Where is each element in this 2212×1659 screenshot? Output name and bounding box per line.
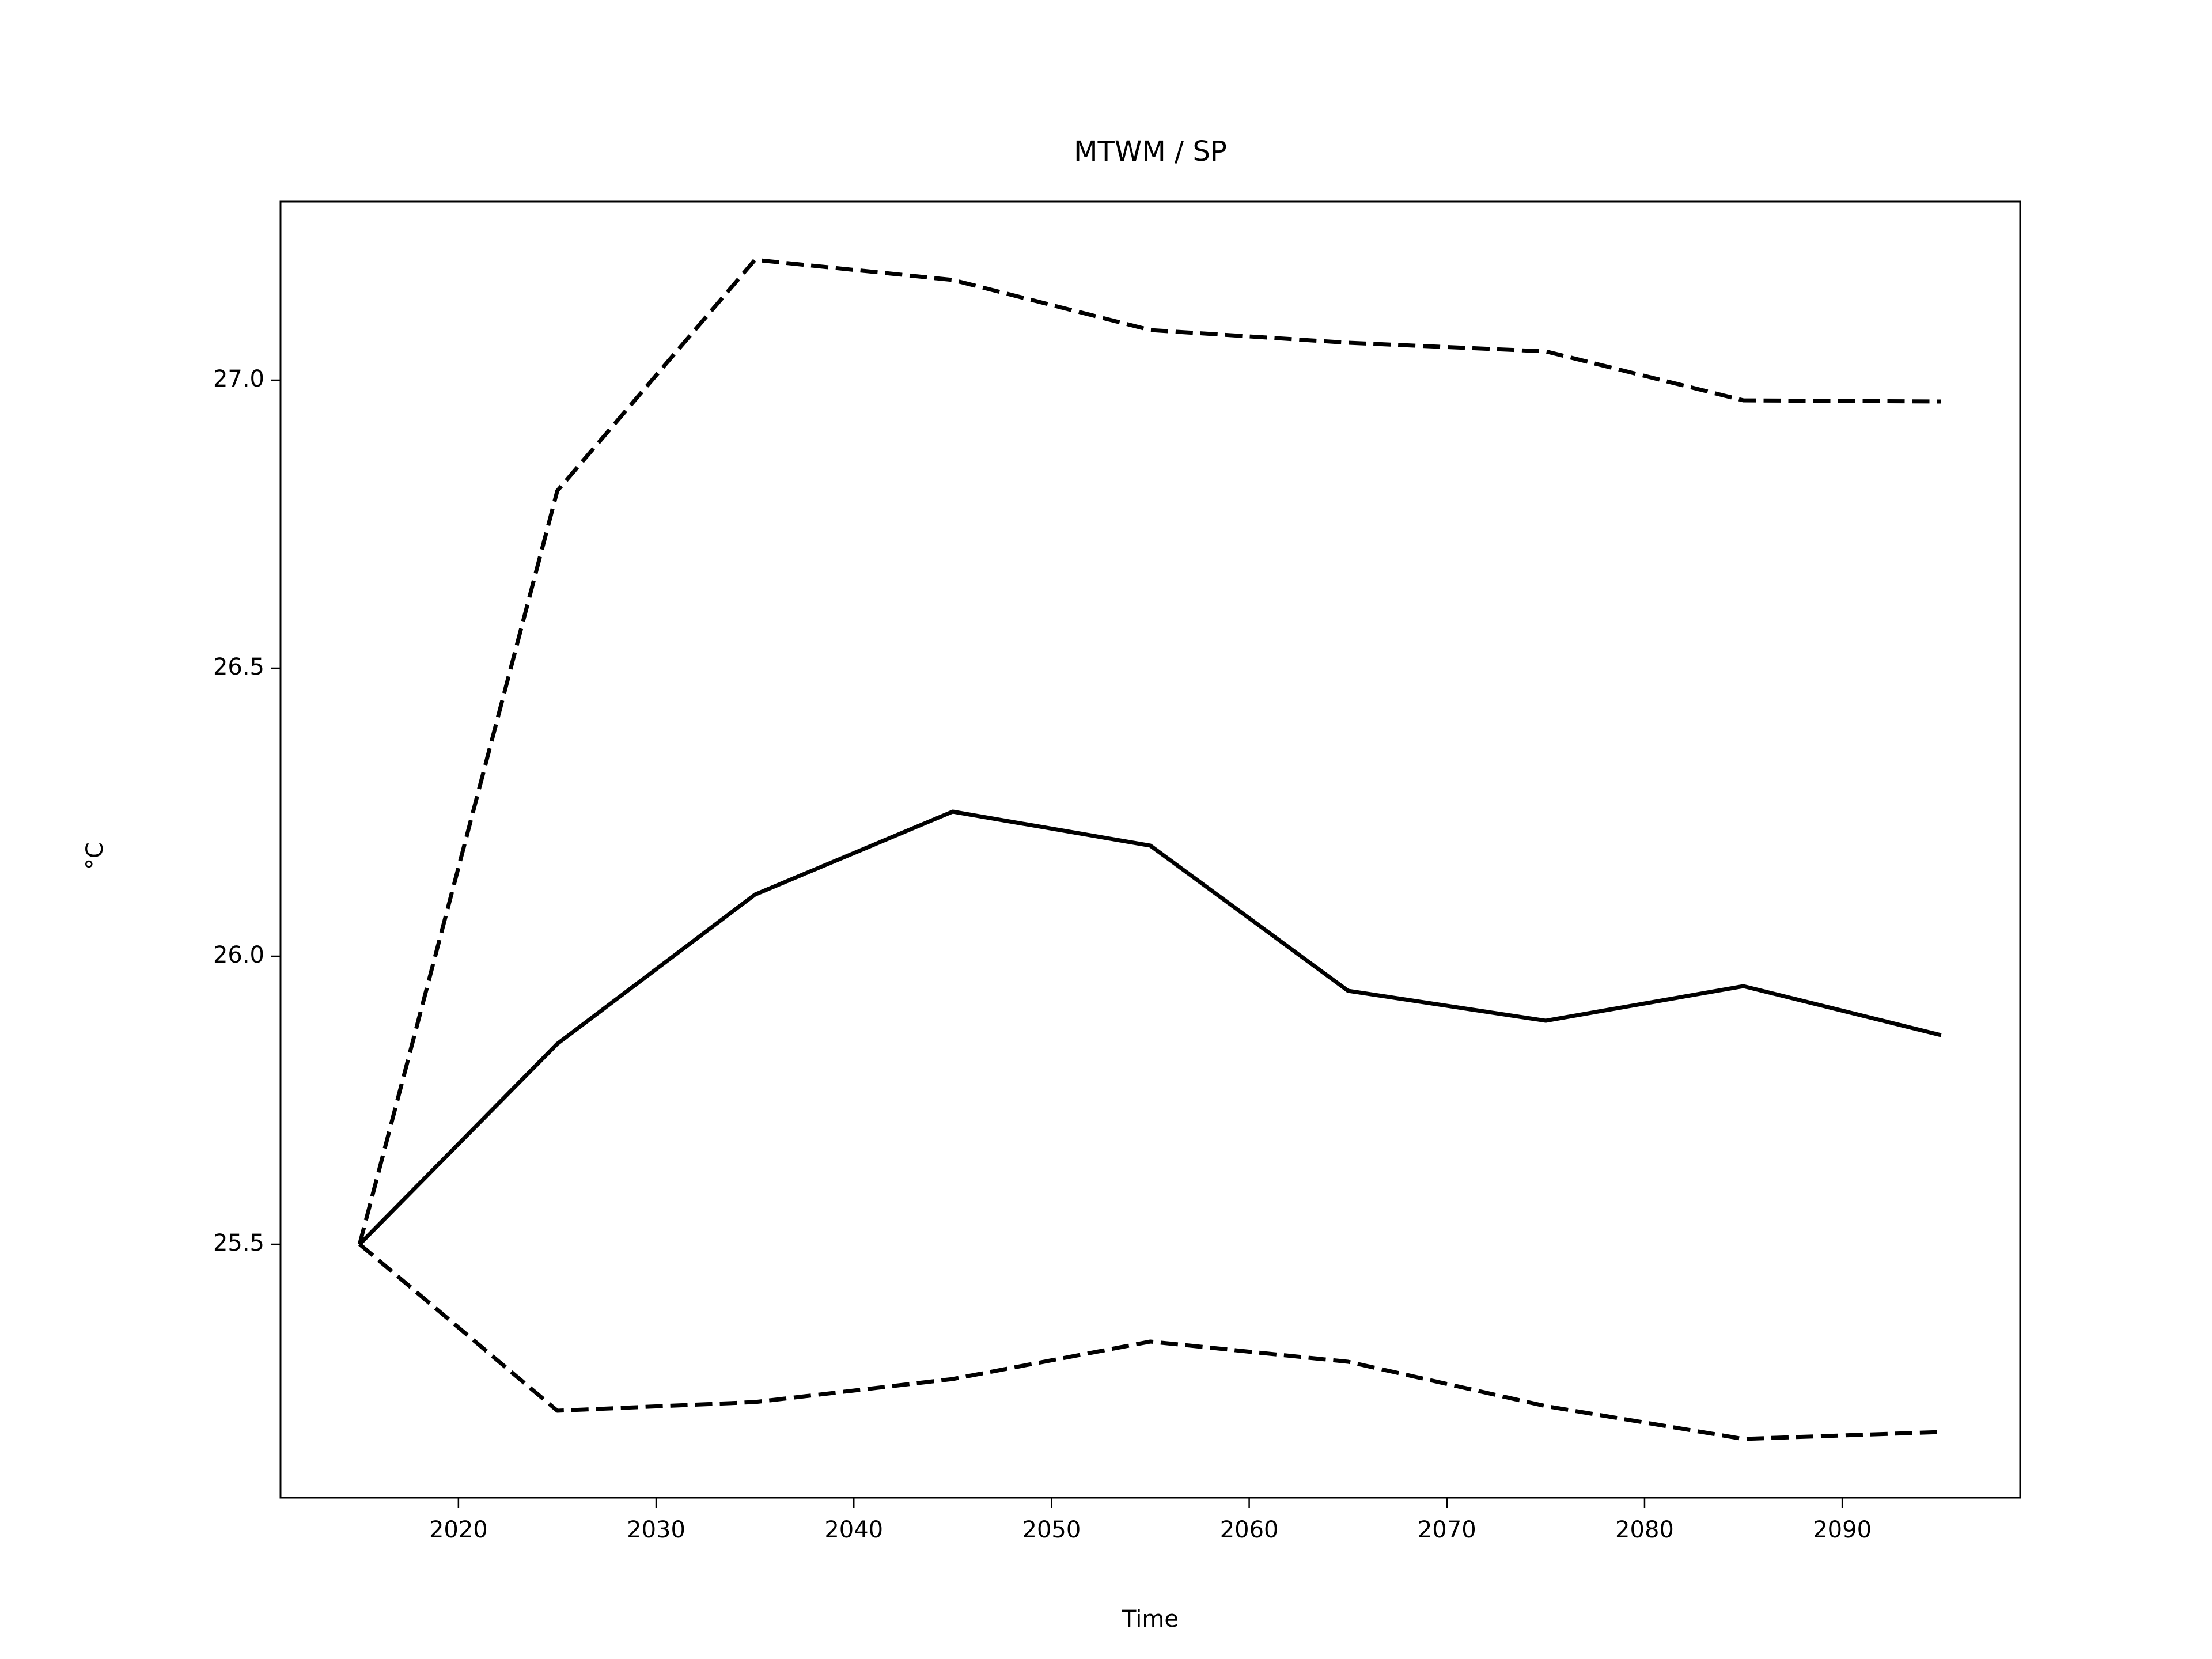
plot-frame	[279, 200, 2021, 1499]
x-tick-label: 2080	[1615, 1517, 1674, 1543]
y-tick-label: 27.0	[213, 366, 264, 392]
chart-title: MTWM / SP	[1074, 135, 1227, 168]
x-tick-label: 2040	[824, 1517, 883, 1543]
x-axis-label: Time	[1122, 1606, 1179, 1633]
y-tick-label: 25.5	[213, 1230, 264, 1256]
x-tick-label: 2030	[627, 1517, 685, 1543]
x-tick-label: 2090	[1813, 1517, 1872, 1543]
series-line	[358, 809, 1942, 1246]
series-line	[358, 1243, 1941, 1441]
x-tick-label: 2060	[1220, 1517, 1279, 1543]
x-tick-label: 2050	[1022, 1517, 1081, 1543]
y-tick-label: 26.5	[213, 654, 264, 680]
y-tick-label: 26.0	[213, 942, 264, 968]
series-line	[357, 257, 1941, 1245]
y-axis-label: °C	[82, 842, 108, 870]
x-tick-label: 2070	[1418, 1517, 1476, 1543]
x-tick-label: 2020	[429, 1517, 488, 1543]
